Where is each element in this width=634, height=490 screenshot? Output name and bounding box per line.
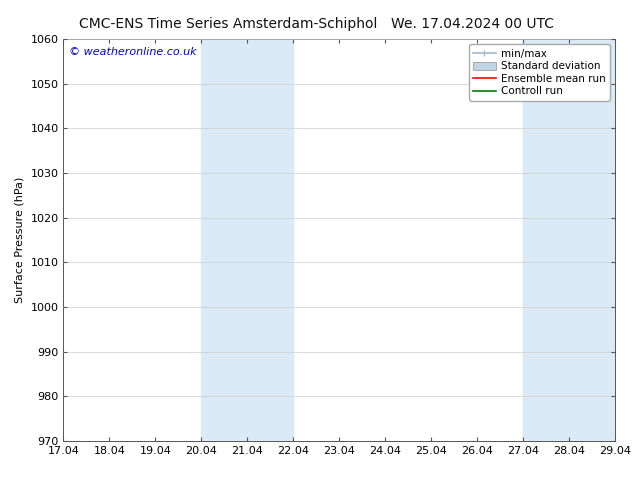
Bar bbox=[202, 39, 293, 441]
Legend: min/max, Standard deviation, Ensemble mean run, Controll run: min/max, Standard deviation, Ensemble me… bbox=[469, 45, 610, 100]
Y-axis label: Surface Pressure (hPa): Surface Pressure (hPa) bbox=[15, 177, 25, 303]
Bar bbox=[523, 39, 615, 441]
Text: CMC-ENS Time Series Amsterdam-Schiphol: CMC-ENS Time Series Amsterdam-Schiphol bbox=[79, 17, 377, 31]
Text: © weatheronline.co.uk: © weatheronline.co.uk bbox=[69, 47, 197, 57]
Text: We. 17.04.2024 00 UTC: We. 17.04.2024 00 UTC bbox=[391, 17, 554, 31]
